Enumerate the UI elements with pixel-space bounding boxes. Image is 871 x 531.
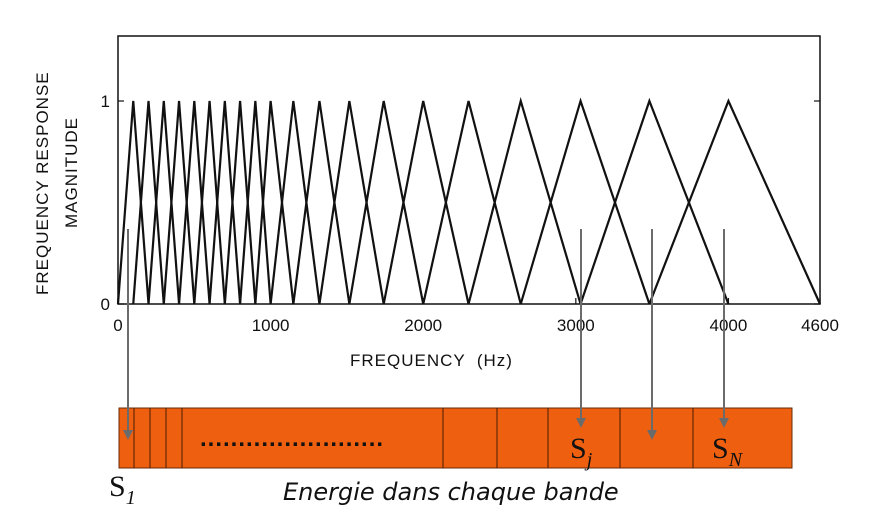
filter-triangle	[132, 100, 165, 305]
filter-triangle	[348, 100, 425, 305]
arrow-head	[123, 430, 133, 440]
plot-frame	[117, 35, 821, 305]
y-axis-title-line2: MAGNITUDE	[62, 117, 81, 228]
sj-label: Sj	[570, 432, 593, 471]
y-axis-title-line1: FREQUENCY RESPONSE	[33, 71, 52, 295]
filter-triangle	[177, 100, 211, 305]
arrow-head	[647, 430, 657, 440]
filter-triangle	[254, 100, 295, 305]
filter-triangle	[467, 96, 582, 305]
filter-triangle	[208, 100, 242, 305]
filter-triangle	[116, 100, 150, 305]
x-axis-ticks: 0 1000 2000 3000 4000 4600	[113, 298, 839, 335]
filter-triangle	[162, 100, 196, 305]
filter-triangle	[382, 100, 470, 305]
filter-triangle	[238, 100, 272, 305]
energy-band-bar: ........................	[118, 407, 793, 469]
energy-arrows	[123, 229, 729, 440]
x-tick-label: 2000	[404, 316, 442, 335]
x-tick-label: 1000	[252, 316, 290, 335]
filter-triangle	[147, 100, 181, 305]
y-axis-ticks: 01	[101, 92, 820, 314]
band-dividers	[133, 408, 694, 468]
s1-label: S1	[109, 470, 136, 509]
plot-area: 01 0 1000 2000 3000 4000 4600	[101, 35, 839, 335]
y-tick-label: 0	[101, 295, 110, 314]
x-tick-label: 4000	[710, 316, 748, 335]
filter-triangle	[292, 100, 351, 305]
filter-triangle	[422, 100, 522, 305]
band-dots: ........................	[200, 425, 384, 452]
filter-triangle	[193, 100, 226, 305]
sn-label: SN	[712, 432, 744, 471]
x-tick-label: 3000	[557, 316, 595, 335]
filter-triangle	[579, 97, 730, 305]
filter-triangle	[318, 100, 385, 305]
x-axis-title: FREQUENCY (Hz)	[350, 351, 513, 370]
caption: Energie dans chaque bande	[283, 478, 619, 506]
x-tick-label: 0	[113, 316, 122, 335]
arrow-head	[576, 418, 586, 428]
filter-triangle	[519, 97, 651, 305]
filter-triangle	[223, 100, 257, 305]
filter-triangle	[269, 100, 321, 305]
filter-triangles	[116, 96, 822, 305]
filter-triangle	[648, 98, 822, 305]
y-tick-label: 1	[101, 92, 110, 111]
x-tick-label: 4600	[801, 316, 839, 335]
arrow-head	[719, 418, 729, 428]
band-bar-fill	[118, 407, 793, 469]
